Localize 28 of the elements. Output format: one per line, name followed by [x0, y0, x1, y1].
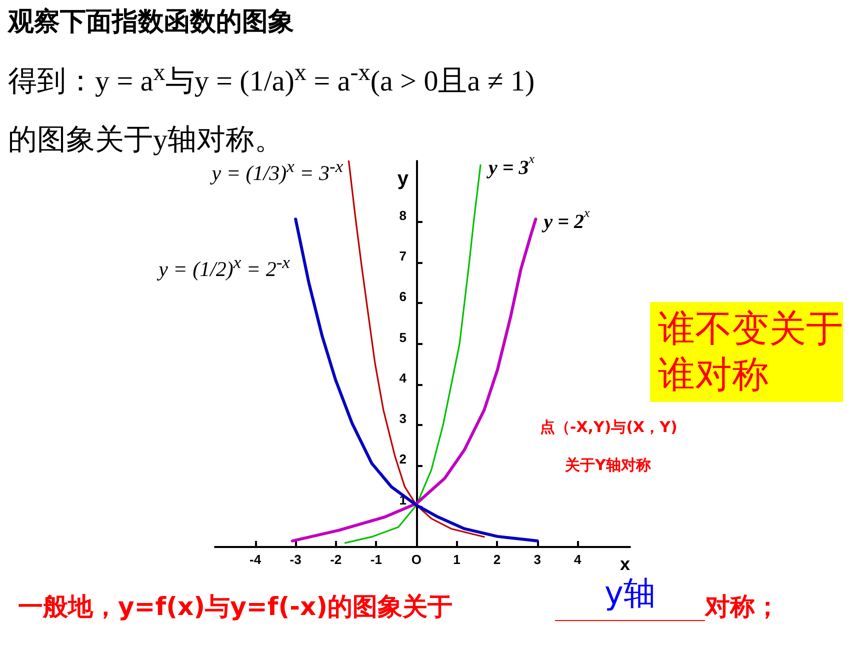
y-tick-label: 7 [399, 248, 406, 264]
x-tick-label: -4 [250, 552, 262, 567]
x-tick-label: 2 [493, 552, 501, 567]
x-tick-label: -2 [330, 552, 342, 567]
text: 对称； [705, 591, 780, 623]
y-tick-label: 5 [399, 330, 406, 345]
x-tick-label: 4 [574, 552, 582, 567]
x-tick-label: 1 [453, 552, 460, 567]
y-tick-label: 6 [399, 289, 406, 304]
y-tick-label: 4 [399, 370, 408, 386]
y-axis-title: y [397, 168, 410, 190]
annotation: 关于Y轴对称 [565, 456, 651, 475]
annotation: 点（-X,Y)与(X，Y) [540, 418, 678, 437]
x-tick-label: -3 [290, 552, 302, 567]
x-tick-label: -1 [370, 552, 382, 567]
text: y轴 [555, 572, 705, 621]
series-label: y = (1/3)$^{x}$ = 3$^{-x}$ [212, 156, 344, 186]
x-tick-label: O [411, 552, 422, 567]
x-tick-label: 3 [534, 552, 541, 567]
y-tick-label: 3 [399, 411, 406, 426]
x-axis-title: x [620, 554, 630, 574]
text: 一般地，y=f(x)与y=f(-x)的图象关于 [18, 591, 453, 623]
text: 谁不变关于谁对称 [650, 302, 843, 402]
text: 得到：y = a$^{x}$与y = (1/a)$^{x}$ = a$^{-x}$(a > 0且a ≠ 1)的图象关于y轴对称。 [8, 59, 535, 156]
y-tick-label: 2 [399, 452, 406, 467]
chart-title: 观察下面指数函数的图象 [8, 6, 294, 39]
series-label: y = (1/2)$^{x}$ = 2$^{-x}$ [158, 252, 290, 282]
y-tick-label: 8 [399, 208, 406, 223]
